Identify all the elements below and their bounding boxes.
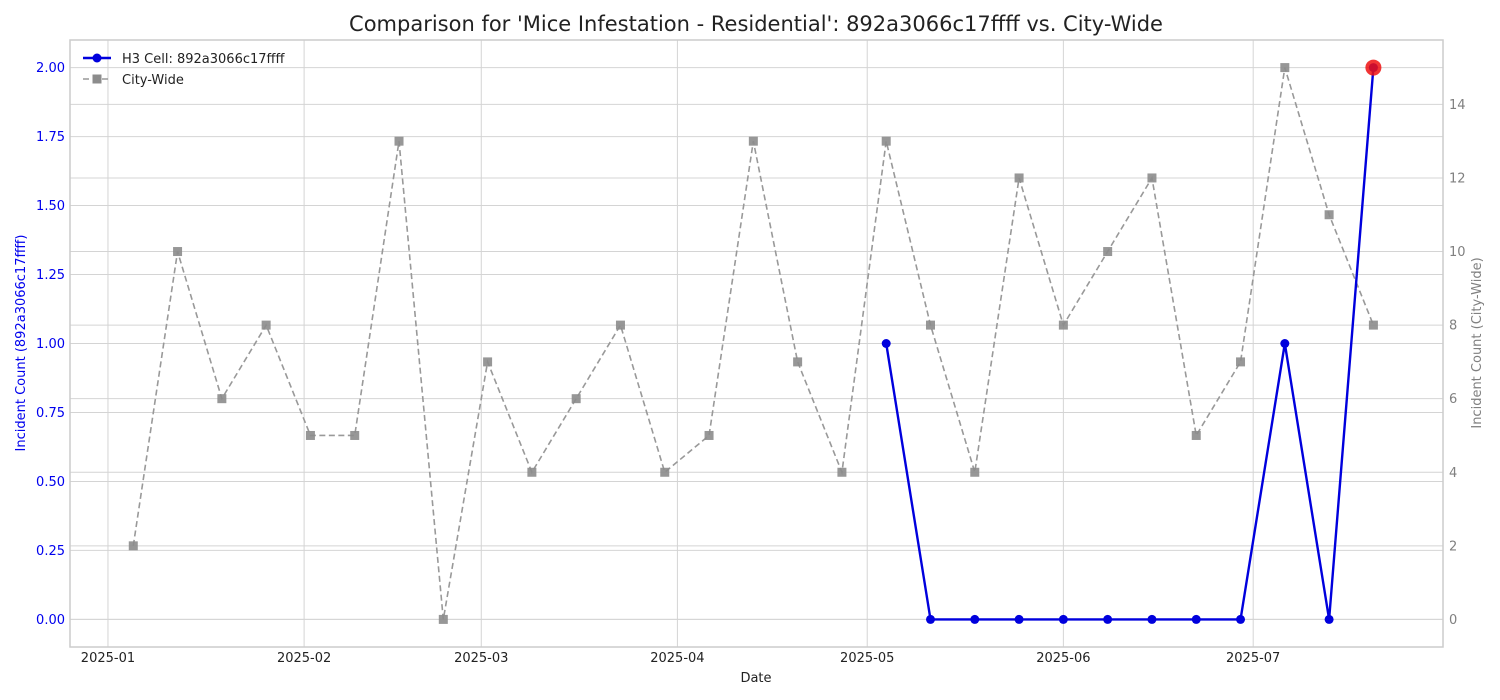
city-wide-point (1058, 320, 1068, 330)
x-tick-label: 2025-03 (454, 651, 508, 666)
city-wide-point (305, 430, 315, 440)
city-wide-point (438, 614, 448, 624)
plot-frame (69, 39, 1444, 648)
city-wide-point (173, 247, 183, 257)
city-wide-point (1147, 173, 1157, 183)
left-y-ticks: 0.00 0.25 0.50 0.75 1.00 1.25 1.50 1.75 2.00 (36, 61, 65, 628)
city-wide-point (1368, 320, 1378, 330)
grid-lines (70, 40, 1443, 647)
city-wide-point (1236, 357, 1246, 367)
city-wide-point (261, 320, 271, 330)
left-y-tick-label: 1.50 (36, 199, 65, 214)
city-wide-point (350, 430, 360, 440)
city-wide-point (704, 430, 714, 440)
right-y-tick-label: 12 (1449, 171, 1466, 186)
city-wide-point (660, 467, 670, 477)
h3-cell-line (885, 67, 1375, 621)
city-wide-point (1324, 210, 1334, 220)
city-wide-point (1191, 430, 1201, 440)
city-wide-point (837, 467, 847, 477)
h3-cell-point (925, 614, 935, 624)
h3-cell-point (1147, 614, 1157, 624)
h3-cell-point (1280, 339, 1290, 348)
x-tick-label: 2025-02 (277, 651, 331, 666)
left-y-tick-label: 0.75 (36, 406, 65, 421)
x-tick-label: 2025-05 (840, 651, 894, 666)
right-y-tick-label: 10 (1449, 245, 1466, 260)
legend-city-wide-marker (92, 74, 102, 84)
city-wide-point (748, 136, 758, 146)
h3-cell-point (1103, 614, 1113, 624)
city-wide-point (394, 136, 404, 146)
h3-cell-point (881, 339, 891, 348)
left-y-axis-label: Incident Count (892a3066c17ffff) (14, 235, 29, 452)
city-wide-point (793, 357, 803, 367)
legend: H3 Cell: 892a3066c17ffff City-Wide (83, 52, 285, 88)
right-y-tick-label: 0 (1449, 613, 1457, 628)
city-wide-point (1014, 173, 1024, 183)
left-y-tick-label: 2.00 (36, 61, 65, 76)
highlight-point (1365, 59, 1382, 76)
left-y-tick-label: 1.25 (36, 268, 65, 283)
city-wide-point (217, 394, 227, 404)
h3-cell-point (1236, 614, 1246, 624)
h3-cell-point (1058, 614, 1068, 624)
city-wide-point (925, 320, 935, 330)
left-y-tick-label: 1.75 (36, 130, 65, 145)
left-y-tick-label: 0.50 (36, 475, 65, 490)
x-tick-label: 2025-01 (81, 651, 135, 666)
right-y-tick-label: 6 (1449, 392, 1457, 407)
chart-title: Comparison for 'Mice Infestation - Resid… (349, 12, 1163, 36)
right-y-ticks: 0 2 4 6 8 10 12 14 (1449, 98, 1466, 628)
left-y-tick-label: 0.00 (36, 613, 65, 628)
city-wide-point (1280, 63, 1290, 73)
city-wide-point (128, 541, 138, 551)
left-y-tick-label: 1.00 (36, 337, 65, 352)
x-axis-label: Date (740, 671, 771, 686)
legend-h3-cell-marker (92, 53, 102, 63)
x-tick-label: 2025-04 (650, 651, 704, 666)
legend-city-wide-label: City-Wide (122, 73, 184, 88)
h3-cell-point (970, 614, 980, 624)
city-wide-point (483, 357, 493, 367)
h3-cell-point (1014, 614, 1024, 624)
right-y-tick-label: 2 (1449, 539, 1457, 554)
city-wide-point (527, 467, 537, 477)
city-wide-point (881, 136, 891, 146)
legend-h3-cell-label: H3 Cell: 892a3066c17ffff (122, 52, 285, 67)
city-wide-point (1103, 247, 1113, 257)
h3-cell-point (1191, 614, 1201, 624)
right-y-tick-label: 4 (1449, 466, 1457, 481)
left-y-tick-label: 0.25 (36, 544, 65, 559)
series-layer (128, 59, 1382, 624)
city-wide-point (970, 467, 980, 477)
x-ticks: 2025-01 2025-02 2025-03 2025-04 2025-05 2025-… (81, 651, 1281, 666)
right-y-tick-label: 14 (1449, 98, 1466, 113)
right-y-axis-label: Incident Count (City-Wide) (1470, 257, 1485, 428)
h3-cell-point (1324, 614, 1334, 624)
x-tick-label: 2025-07 (1226, 651, 1280, 666)
right-y-tick-label: 8 (1449, 319, 1457, 334)
x-tick-label: 2025-06 (1036, 651, 1090, 666)
city-wide-point (571, 394, 581, 404)
city-wide-point (615, 320, 625, 330)
